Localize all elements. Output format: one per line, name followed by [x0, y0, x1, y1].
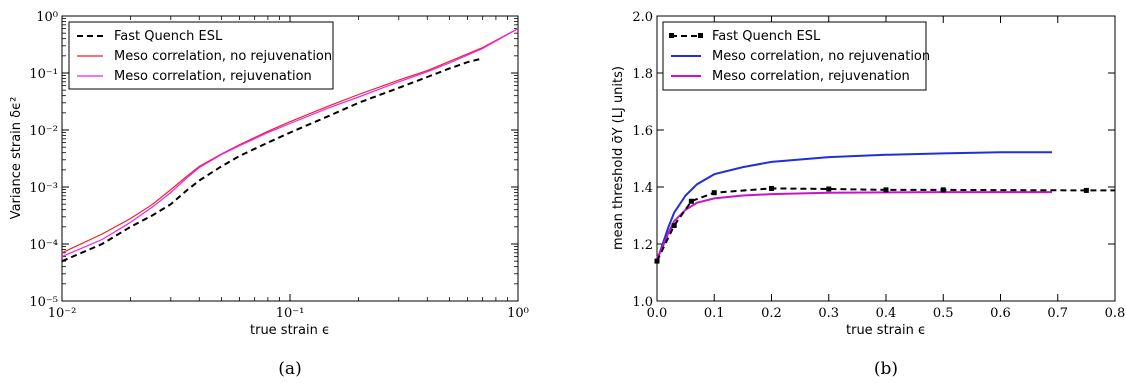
- y-tick-label-b-5: 2.0: [632, 10, 653, 25]
- ticks-b: 0.0 0.1 0.2 0.3 0.4 0.5 0.6 0.7 0.8 1.0 1.2 1.4 1.6 1…: [632, 10, 1125, 321]
- x-tick-label-b-4: 0.4: [876, 306, 897, 321]
- x-axis-label-a: true strain ϵ: [250, 323, 330, 338]
- legend-label-b-2: Meso correlation, rejuvenation: [712, 69, 910, 84]
- x-tick-label-b-1: 0.1: [704, 306, 725, 321]
- data-point-b-0-0: [654, 258, 660, 264]
- x-tick-label-a-0: 10⁻²: [48, 306, 77, 321]
- panel-b: 0.0 0.1 0.2 0.3 0.4 0.5 0.6 0.7 0.8 1.0 1.2 1.4 1.6 1…: [611, 10, 1125, 379]
- panel-caption-a: (a): [278, 359, 301, 379]
- data-point-b-0-5: [826, 186, 832, 192]
- legend-marker-b-0b: [698, 33, 703, 38]
- data-point-b-0-4: [769, 185, 774, 191]
- legend-b: Fast Quench ESL Meso correlation, no rej…: [662, 21, 930, 91]
- x-tick-label-b-5: 0.5: [933, 306, 954, 321]
- data-point-b-0-3: [711, 190, 717, 196]
- series-line-a-1: [61, 28, 519, 254]
- y-axis-label-b: mean threshold σ̄Y (LJ units): [611, 66, 626, 250]
- x-tick-label-a-1: 10⁻¹: [276, 306, 305, 321]
- legend-a: Fast Quench ESL Meso correlation, no rej…: [68, 21, 334, 90]
- x-axis-label-b: true strain ϵ: [846, 323, 926, 338]
- x-tick-label-b-0: 0.0: [647, 306, 668, 321]
- data-point-b-0-6: [883, 187, 889, 193]
- series-line-a-0: [61, 57, 483, 263]
- legend-box-a: [68, 21, 334, 90]
- panel-a: 10⁻² 10⁻¹ 10⁰ 10⁻⁵ 10⁻⁴ 10⁻³ 10⁻² 10⁻¹ 10⁰ Fast …: [9, 10, 529, 379]
- x-tick-label-b-8: 0.8: [1105, 306, 1126, 321]
- panel-caption-b: (b): [874, 359, 898, 379]
- legend-label-a-2: Meso correlation, rejuvenation: [114, 69, 312, 84]
- legend-label-a-0: Fast Quench ESL: [114, 29, 223, 44]
- x-tick-label-b-7: 0.7: [1047, 306, 1068, 321]
- series-line-b-1: [656, 151, 1052, 262]
- y-tick-label-a-5: 10⁰: [36, 10, 58, 25]
- data-point-b-0-7: [940, 187, 946, 193]
- y-tick-label-b-2: 1.4: [632, 181, 653, 196]
- y-tick-label-b-1: 1.2: [632, 238, 653, 253]
- y-tick-label-b-4: 1.8: [632, 67, 653, 82]
- legend-box-b: [662, 21, 927, 91]
- series-line-a-2: [61, 28, 519, 258]
- legend-label-b-0: Fast Quench ESL: [712, 29, 821, 44]
- y-tick-label-a-0: 10⁻⁵: [29, 295, 58, 310]
- y-tick-label-a-4: 10⁻¹: [29, 67, 58, 82]
- series-line-b-2: [656, 191, 1052, 259]
- series-b: [654, 151, 1115, 264]
- series-line-b-0: [656, 187, 1115, 262]
- legend-label-b-1: Meso correlation, no rejuvenation: [712, 49, 930, 64]
- y-axis-label-a: Variance strain δϵ²: [9, 97, 24, 220]
- data-point-b-0-8: [1083, 187, 1089, 193]
- data-point-b-0-2: [688, 198, 694, 204]
- x-tick-label-a-2: 10⁰: [507, 306, 529, 321]
- x-tick-label-b-2: 0.2: [761, 306, 782, 321]
- legend-marker-b-0a: [669, 33, 674, 38]
- y-tick-label-a-1: 10⁻⁴: [29, 238, 58, 253]
- y-tick-label-a-2: 10⁻³: [29, 181, 58, 196]
- series-a: [61, 28, 519, 263]
- y-tick-label-a-3: 10⁻²: [29, 124, 58, 139]
- legend-label-a-1: Meso correlation, no rejuvenation: [114, 49, 332, 64]
- x-tick-label-b-3: 0.3: [818, 306, 839, 321]
- y-tick-label-b-3: 1.6: [632, 124, 653, 139]
- x-tick-label-b-6: 0.6: [990, 306, 1011, 321]
- y-tick-label-b-0: 1.0: [632, 295, 653, 310]
- data-point-b-0-1: [671, 222, 677, 228]
